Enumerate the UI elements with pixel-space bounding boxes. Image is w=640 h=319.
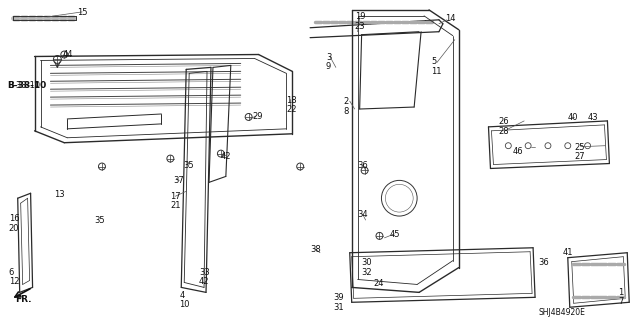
Text: 36: 36: [358, 160, 369, 170]
Text: 29: 29: [253, 112, 263, 121]
Text: 20: 20: [9, 224, 19, 233]
Text: 2: 2: [344, 97, 349, 106]
Text: 17: 17: [170, 192, 181, 201]
Text: 34: 34: [358, 210, 368, 219]
Text: 35: 35: [94, 216, 105, 225]
Text: 26: 26: [499, 117, 509, 126]
Text: SHJ4B4920E: SHJ4B4920E: [538, 308, 585, 317]
Text: 15: 15: [77, 8, 88, 17]
Text: 42: 42: [199, 277, 209, 286]
Text: 22: 22: [286, 105, 297, 114]
Text: 19: 19: [355, 12, 365, 21]
Text: 23: 23: [355, 22, 365, 31]
Text: 44: 44: [62, 49, 73, 59]
Text: 28: 28: [499, 127, 509, 136]
Text: 37: 37: [173, 176, 184, 185]
Text: 39: 39: [333, 293, 344, 302]
Text: 41: 41: [563, 248, 573, 257]
Text: 4: 4: [179, 291, 184, 300]
Text: 3: 3: [326, 53, 332, 62]
Text: FR.: FR.: [15, 295, 31, 304]
Text: 5: 5: [431, 57, 436, 66]
Text: 30: 30: [362, 258, 372, 267]
Text: 1: 1: [618, 288, 623, 297]
Text: 8: 8: [344, 107, 349, 116]
Text: 11: 11: [431, 67, 442, 76]
Text: 31: 31: [333, 303, 344, 312]
Text: 45: 45: [389, 230, 400, 239]
Text: 12: 12: [9, 277, 19, 286]
Text: B-38-10: B-38-10: [7, 81, 46, 90]
Text: 16: 16: [9, 214, 19, 223]
Text: 33: 33: [199, 268, 210, 277]
Text: 18: 18: [286, 96, 297, 105]
Text: 36: 36: [538, 258, 548, 267]
Text: 6: 6: [9, 268, 14, 277]
Text: 40: 40: [568, 113, 579, 122]
Text: 14: 14: [445, 14, 456, 23]
Text: 38: 38: [310, 245, 321, 254]
Text: 7: 7: [618, 297, 624, 306]
Text: 27: 27: [575, 152, 586, 161]
Text: 9: 9: [326, 63, 331, 71]
Text: 21: 21: [170, 201, 181, 210]
Text: 24: 24: [374, 279, 384, 288]
Text: 13: 13: [54, 190, 65, 199]
Text: B-38-10: B-38-10: [7, 81, 40, 90]
Text: 46: 46: [512, 147, 523, 156]
Text: 25: 25: [575, 143, 585, 152]
Text: 10: 10: [179, 300, 190, 309]
Text: 42: 42: [221, 152, 232, 161]
Text: 43: 43: [588, 113, 598, 122]
Text: 35: 35: [183, 160, 194, 170]
Text: 32: 32: [362, 268, 372, 277]
